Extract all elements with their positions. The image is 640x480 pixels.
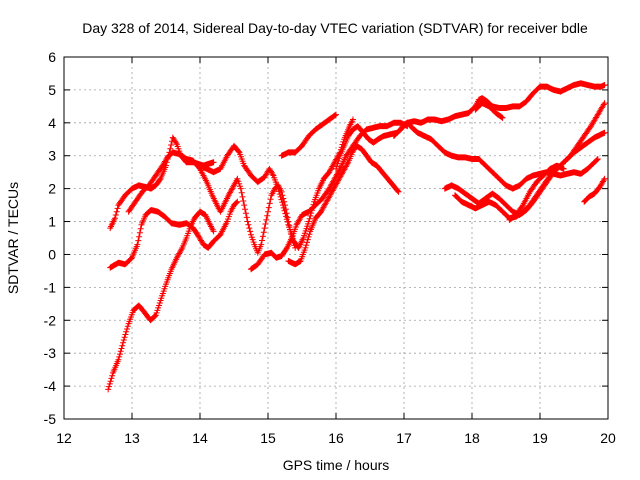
series-track-5 [197, 116, 356, 251]
x-tick-label: 13 [124, 430, 140, 446]
plus-markers [197, 116, 356, 251]
series-track-7 [278, 111, 339, 159]
series-track-6 [248, 119, 411, 273]
series-track-9 [333, 119, 601, 192]
y-tick-label: -4 [44, 378, 57, 394]
series-track-14 [506, 162, 567, 223]
plus-markers [248, 119, 411, 273]
x-tick-label: 15 [260, 430, 276, 446]
y-tick-label: 1 [48, 214, 56, 230]
x-axis-label: GPS time / hours [283, 457, 390, 473]
y-tick-label: 0 [48, 246, 56, 262]
x-tick-label: 18 [464, 430, 480, 446]
series-track-4 [125, 149, 299, 256]
series-track-15 [581, 175, 608, 205]
series-track-13 [452, 100, 608, 222]
plus-markers [581, 175, 608, 205]
plus-markers [107, 198, 241, 271]
x-tick-label: 12 [56, 430, 72, 446]
plus-markers [506, 162, 567, 223]
y-tick-label: 6 [48, 49, 56, 65]
plus-markers [285, 142, 402, 268]
y-tick-label: 4 [48, 115, 56, 131]
y-tick-label: -1 [44, 279, 57, 295]
x-tick-label: 19 [532, 430, 548, 446]
plus-markers [452, 100, 608, 222]
plot-frame [63, 56, 609, 420]
y-tick-label: 2 [48, 181, 56, 197]
plus-markers [278, 111, 339, 159]
title-group: Day 328 of 2014, Sidereal Day-to-day VTE… [82, 20, 588, 36]
grid [64, 57, 608, 419]
series-track-8 [285, 142, 402, 268]
y-tick-label: -5 [44, 411, 57, 427]
y-axis-label: SDTVAR / TECUs [5, 182, 21, 294]
y-tick-label: 3 [48, 148, 56, 164]
plus-markers [333, 119, 601, 192]
chart-title: Day 328 of 2014, Sidereal Day-to-day VTE… [82, 20, 588, 36]
series-track-2 [107, 198, 241, 271]
plot-area [105, 80, 608, 393]
y-tick-label: 5 [48, 82, 56, 98]
x-tick-label: 16 [328, 430, 344, 446]
plus-markers [390, 80, 608, 139]
series-track-10 [390, 80, 608, 139]
plus-markers [472, 100, 506, 121]
series-track-1 [105, 208, 217, 393]
x-tick-label: 20 [600, 430, 616, 446]
x-tick-label: 14 [192, 430, 208, 446]
y-tick-label: -3 [44, 345, 57, 361]
y-tick-label: -2 [44, 312, 57, 328]
x-tick-label: 17 [396, 430, 412, 446]
series-track-11 [472, 100, 506, 121]
